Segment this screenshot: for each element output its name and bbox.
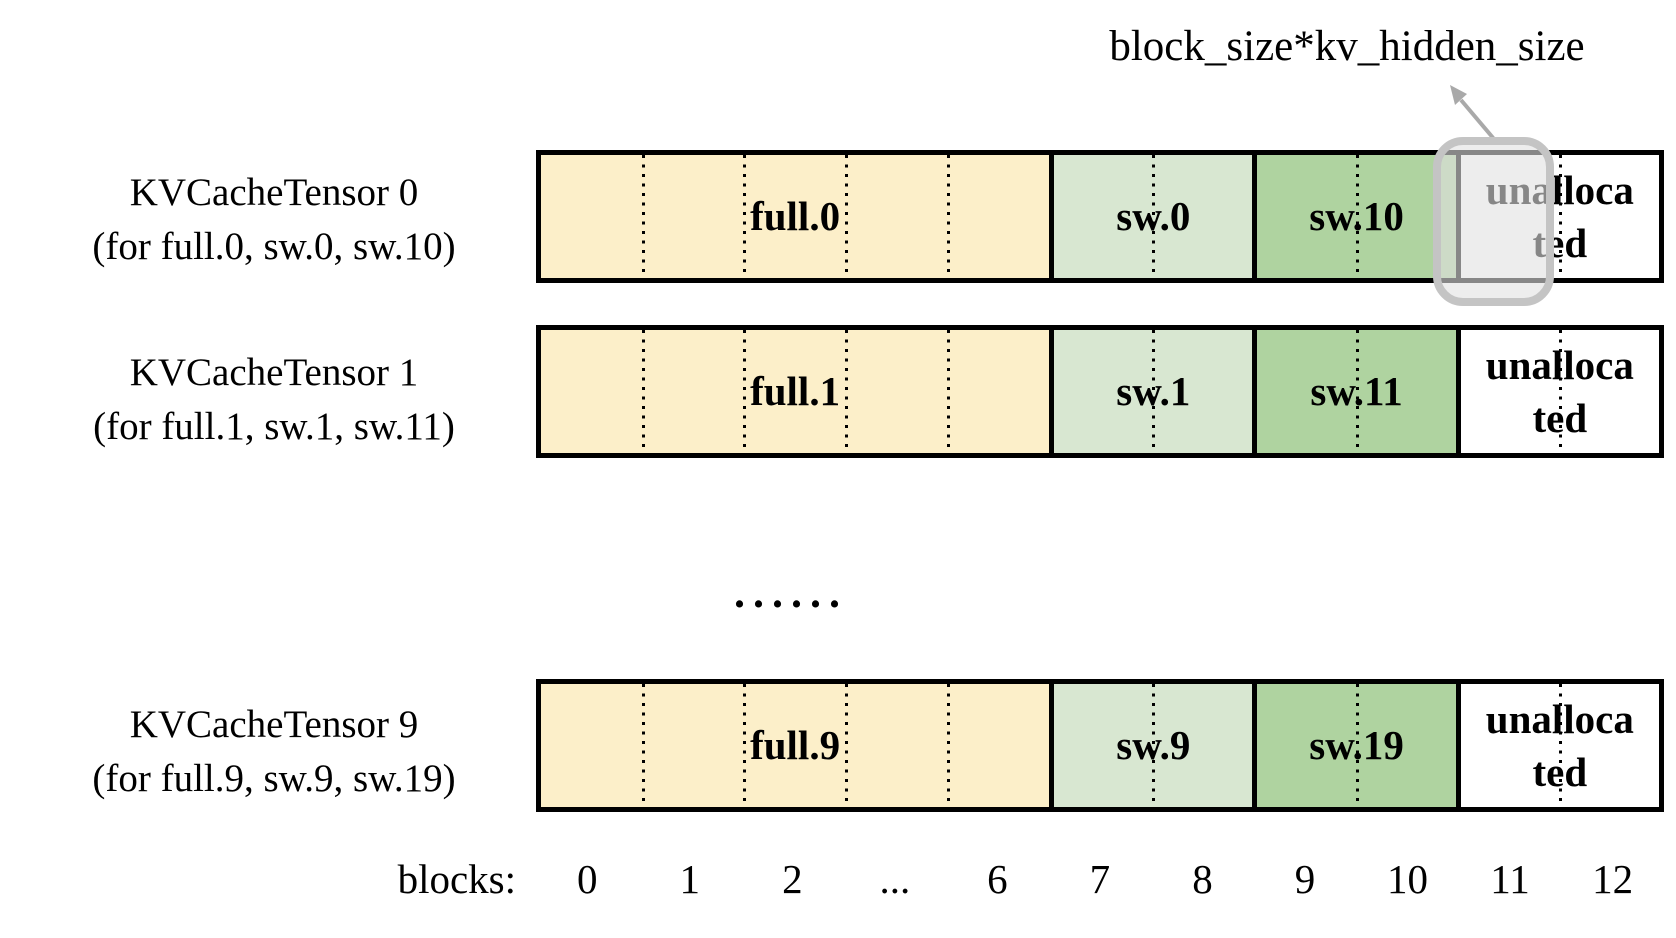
block-divider (1152, 330, 1156, 453)
segment-label-unallocated-9: unalloca ted (1461, 684, 1659, 807)
block-divider (844, 330, 848, 453)
segment-sw-1: sw.1 (1049, 330, 1253, 453)
segment-label-sw-0: sw.0 (1116, 193, 1191, 239)
block-divider (1152, 684, 1156, 807)
unallocated-line-1: unalloca (1485, 695, 1634, 742)
tensor-9-subtitle: (for full.9, sw.9, sw.19) (92, 757, 456, 800)
block-divider (844, 155, 848, 278)
axis-tick-8: 8 (1192, 856, 1213, 902)
segment-unallocated-1: unalloca ted (1455, 330, 1659, 453)
segment-label-sw-1: sw.1 (1116, 368, 1191, 414)
block-divider (1152, 155, 1156, 278)
block-divider (743, 330, 747, 453)
block-divider (1558, 155, 1562, 278)
tensor-9-label: KVCacheTensor 9 (for full.9, sw.9, sw.19… (28, 698, 520, 806)
axis-tick-1: 1 (679, 856, 701, 902)
segment-unallocated-9: unalloca ted (1455, 684, 1659, 807)
highlight-box (1433, 137, 1554, 306)
annotation-arrow-icon (1450, 85, 1496, 141)
segment-label-full-0: full.0 (750, 193, 841, 239)
axis-tick-11: 11 (1490, 856, 1530, 902)
segment-sw-19: sw.19 (1252, 684, 1456, 807)
block-divider (1558, 684, 1562, 807)
tensor-1-label: KVCacheTensor 1 (for full.1, sw.1, sw.11… (28, 346, 520, 454)
axis-tick-12: 12 (1592, 856, 1634, 902)
segment-sw-10: sw.10 (1252, 155, 1456, 278)
segment-full-0: full.0 (541, 155, 1050, 278)
tensor-0-label: KVCacheTensor 0 (for full.0, sw.0, sw.10… (28, 166, 520, 274)
segment-full-9: full.9 (541, 684, 1050, 807)
tensor-1-title: KVCacheTensor 1 (129, 351, 419, 394)
segment-sw-0: sw.0 (1049, 155, 1253, 278)
segment-label-unallocated-1: unalloca ted (1461, 330, 1659, 453)
block-divider (1355, 155, 1359, 278)
tensor-1-subtitle: (for full.1, sw.1, sw.11) (93, 405, 455, 448)
block-divider (946, 330, 950, 453)
block-divider (743, 155, 747, 278)
block-divider (641, 684, 645, 807)
tensor-0-title: KVCacheTensor 0 (129, 171, 419, 214)
segment-label-sw-9: sw.9 (1116, 722, 1191, 768)
segment-label-sw-10: sw.10 (1309, 193, 1404, 239)
block-divider (1355, 684, 1359, 807)
tensor-1-bar: full.1 sw.1 sw.11 unalloca ted (536, 325, 1664, 458)
axis-tick-9: 9 (1294, 856, 1316, 902)
segment-sw-9: sw.9 (1049, 684, 1253, 807)
blocks-axis-label: blocks: (397, 856, 516, 902)
segment-label-sw-11: sw.11 (1310, 368, 1403, 414)
tensor-9-bar: full.9 sw.9 sw.19 unalloca ted (536, 679, 1664, 812)
block-divider (641, 330, 645, 453)
segment-label-full-1: full.1 (750, 368, 841, 414)
blocks-axis: 0 1 2 ... 6 7 8 9 10 11 12 (536, 851, 1664, 907)
axis-tick-7: 7 (1089, 856, 1111, 902)
unallocated-line-2: ted (1532, 748, 1588, 795)
axis-tick-ellipsis: ... (879, 856, 911, 902)
block-divider (946, 155, 950, 278)
axis-tick-0: 0 (577, 856, 598, 902)
unallocated-line-2: ted (1532, 394, 1588, 441)
block-divider (1558, 330, 1562, 453)
tensor-0-subtitle: (for full.0, sw.0, sw.10) (92, 225, 456, 268)
segment-label-full-9: full.9 (750, 722, 841, 768)
segment-label-sw-19: sw.19 (1309, 722, 1404, 768)
unallocated-line-1: unalloca (1485, 341, 1634, 388)
block-divider (844, 684, 848, 807)
size-annotation: block_size*kv_hidden_size (1109, 23, 1585, 70)
segment-full-1: full.1 (541, 330, 1050, 453)
axis-tick-10: 10 (1387, 856, 1429, 902)
block-divider (641, 155, 645, 278)
tensor-9-title: KVCacheTensor 9 (129, 703, 419, 746)
block-divider (1355, 330, 1359, 453)
block-divider (743, 684, 747, 807)
block-divider (946, 684, 950, 807)
axis-tick-2: 2 (782, 856, 803, 902)
segment-sw-11: sw.11 (1252, 330, 1456, 453)
rows-ellipsis: ...... (734, 568, 848, 617)
axis-tick-6: 6 (987, 856, 1008, 902)
